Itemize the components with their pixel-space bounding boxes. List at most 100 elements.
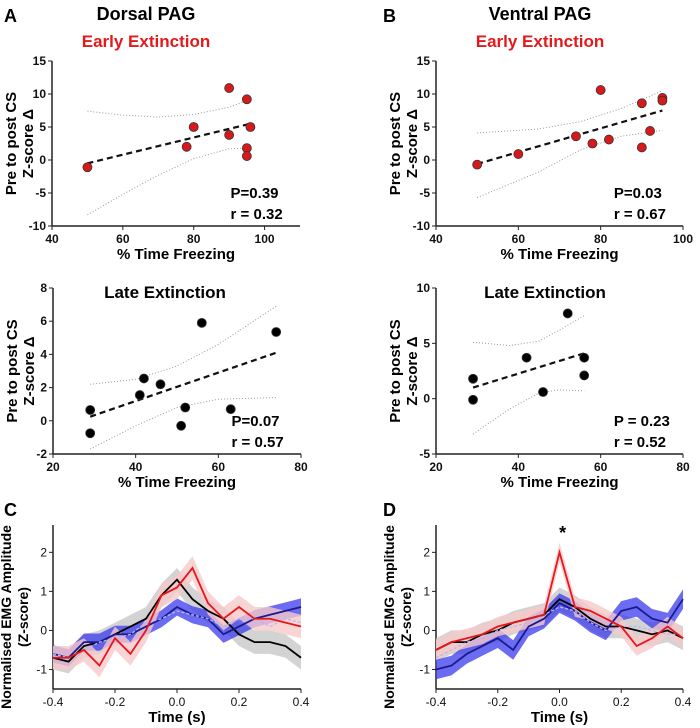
x-tick-label: 60 — [512, 232, 526, 246]
y-tick-label: 15 — [417, 54, 431, 68]
sem-band-red — [53, 556, 301, 678]
chart-title: Late Extinction — [104, 283, 226, 302]
y-axis-label: Pre to post CS — [4, 319, 21, 422]
y-axis-label: Pre to post CS — [387, 92, 404, 195]
r-value: r = 0.52 — [614, 434, 666, 451]
y-axis-label-2: Z-score Δ — [20, 109, 37, 178]
x-axis-label: % Time Freezing — [500, 246, 618, 263]
y-axis-label-2: Z-score Δ — [21, 336, 38, 405]
x-tick-label: -0.4 — [43, 695, 64, 709]
data-point — [85, 428, 96, 439]
x-tick-label: 60 — [116, 232, 130, 246]
chart-dorsal-early: -10 -5 0 5 10 15 40 60 80 100 % Time Freezing Pre t… — [3, 32, 300, 263]
chart-dorsal-emg: -1 0 1 2 -0.4 -0.2 0.0 0.2 0.4 Time (s) Normalised… — [0, 525, 310, 726]
y-tick-label: 8 — [40, 281, 47, 295]
panel-label-d: D — [383, 500, 396, 520]
data-point — [176, 420, 187, 431]
x-axis-label: % Time Freezing — [118, 474, 236, 491]
regression-line — [476, 109, 663, 166]
data-point — [85, 405, 96, 415]
p-value: P = 0.23 — [614, 413, 670, 430]
column-title-dorsal: Dorsal PAG — [97, 4, 196, 24]
data-point — [224, 130, 235, 140]
y-tick-label: 0 — [39, 153, 46, 167]
x-tick-label: 0.0 — [169, 695, 186, 709]
y-axis-label-2: (Z-score) — [398, 587, 414, 647]
data-point — [134, 390, 145, 400]
y-axis-label-2: Z-score Δ — [404, 336, 421, 405]
data-point — [241, 151, 252, 161]
panel-label-a: A — [4, 6, 17, 26]
y-tick-label: -1 — [419, 662, 430, 676]
y-tick-label: 10 — [417, 87, 431, 101]
ci-lower-line — [89, 397, 277, 450]
x-tick-label: 80 — [187, 232, 201, 246]
panel-label-b: B — [383, 6, 396, 26]
y-tick-label: 5 — [423, 120, 430, 134]
x-tick-label: 20 — [46, 460, 60, 474]
ci-upper-line — [477, 90, 663, 134]
x-tick-label: -0.2 — [487, 695, 508, 709]
x-tick-label: -0.2 — [105, 695, 126, 709]
series-line-navy — [52, 605, 302, 659]
chart-ventral-emg: -1 0 1 2 -0.4 -0.2 0.0 0.2 0.4 Time (s) Normalised… — [381, 523, 692, 726]
series-line-lavender — [52, 610, 302, 659]
data-point — [196, 317, 207, 328]
data-point — [657, 95, 668, 106]
chart-title: Early Extinction — [82, 32, 210, 51]
y-tick-label: 4 — [40, 347, 47, 361]
x-tick-label: 100 — [673, 232, 693, 246]
chart-dorsal-late: -2 0 2 4 6 8 20 40 60 80 % Time Freezing Pre to pos… — [4, 281, 308, 491]
data-point — [645, 126, 655, 136]
y-tick-label: 0 — [40, 414, 47, 428]
y-tick-label: 0 — [40, 623, 47, 637]
data-point — [271, 327, 282, 337]
data-point — [181, 141, 192, 152]
y-tick-label: 1 — [40, 584, 47, 598]
y-tick-label: 15 — [33, 54, 47, 68]
y-axis-label-2: (Z-score) — [15, 587, 31, 647]
y-tick-label: -2 — [36, 447, 47, 461]
x-tick-label: 80 — [676, 460, 690, 474]
data-point — [513, 149, 524, 159]
y-tick-label: -5 — [419, 447, 430, 461]
r-value: r = 0.67 — [614, 206, 666, 223]
y-axis-label: Normalised EMG Amplitude — [0, 525, 14, 709]
data-point — [188, 122, 199, 132]
x-tick-label: 40 — [429, 232, 443, 246]
x-tick-label: 0.2 — [613, 695, 630, 709]
data-point — [245, 122, 256, 132]
series-line-red — [53, 566, 302, 668]
series-line-red — [435, 548, 684, 651]
y-tick-label: 10 — [417, 281, 431, 295]
x-tick-label: 80 — [294, 460, 308, 474]
p-value: P=0.39 — [231, 185, 279, 202]
x-axis-label: Time (s) — [531, 709, 588, 726]
y-tick-label: -10 — [29, 219, 47, 233]
data-point — [579, 370, 590, 381]
series-line-lavender — [435, 606, 683, 659]
ci-upper-line — [90, 305, 277, 385]
data-point — [521, 352, 532, 363]
x-tick-label: 20 — [429, 460, 443, 474]
ci-upper-line — [473, 315, 585, 347]
r-value: r = 0.57 — [232, 434, 284, 451]
x-tick-label: 0.2 — [231, 695, 248, 709]
y-tick-label: -10 — [413, 219, 431, 233]
series-line-black — [435, 598, 684, 651]
x-tick-label: 100 — [255, 232, 275, 246]
data-point — [180, 402, 191, 413]
data-point — [224, 83, 235, 93]
data-point — [562, 308, 573, 319]
y-tick-label: -1 — [36, 662, 47, 676]
chart-title: Late Extinction — [484, 283, 606, 302]
regression-line — [87, 122, 251, 165]
y-tick-label: 0 — [423, 392, 430, 406]
column-title-ventral: Ventral PAG — [489, 4, 592, 24]
x-tick-label: 40 — [129, 460, 143, 474]
data-point — [636, 98, 647, 109]
x-tick-label: 60 — [212, 460, 226, 474]
data-point — [468, 373, 478, 384]
data-point — [587, 138, 598, 149]
x-tick-label: -0.4 — [426, 695, 447, 709]
